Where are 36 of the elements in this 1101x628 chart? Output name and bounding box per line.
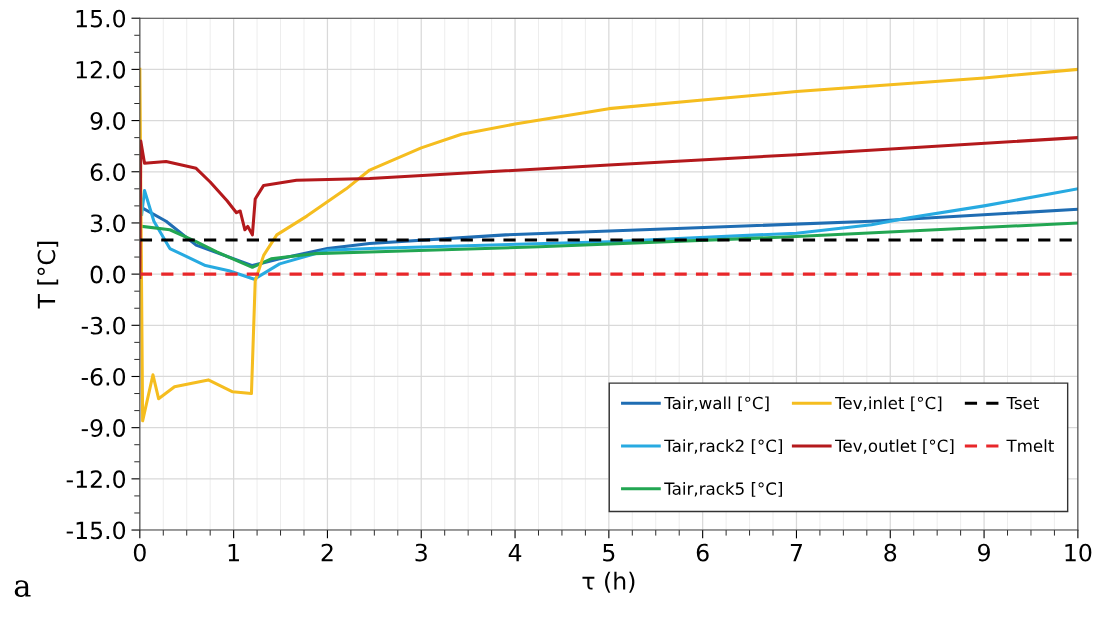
y-tick-label: 12.0: [76, 60, 126, 79]
x-tick-label: 5: [603, 543, 615, 562]
x-tick-label: 1: [228, 543, 239, 562]
y-tick-label: 9.0: [90, 112, 126, 130]
y-tick-label: -3.0: [81, 316, 126, 335]
y-tick-label: -15.0: [66, 521, 126, 540]
y-tick-label: -12.0: [66, 470, 126, 489]
y-tick-label: 0.0: [90, 265, 126, 284]
x-tick-label: 10: [1065, 543, 1092, 562]
line-series: [140, 221, 1078, 269]
line-series: [140, 187, 1078, 281]
y-tick-label: 6.0: [90, 163, 126, 182]
line-series: [139, 136, 1078, 280]
text: a: [14, 580, 31, 597]
x-tick-label: 6: [696, 543, 709, 562]
legend-label: Tev,outlet [°C]: [835, 439, 954, 455]
x-axis-title: τ (h): [582, 571, 635, 593]
y-tick-label: 15.0: [76, 9, 126, 28]
y-tick-label: -9.0: [81, 419, 126, 437]
line-series: [139, 67, 1078, 423]
x-tick-label: 2: [321, 543, 333, 562]
legend-label: Tmelt: [1006, 439, 1054, 453]
legend-label: Tset: [1006, 396, 1040, 410]
y-tick-label: 3.0: [90, 214, 126, 233]
legend-label: Tair,wall [°C]: [664, 396, 769, 412]
x-tick-label: 4: [508, 543, 522, 562]
x-tick-label: 3: [415, 543, 427, 562]
y-axis-title: T [°C]: [37, 241, 59, 309]
x-tick-label: 0: [133, 543, 146, 562]
legend-label: Tev,inlet [°C]: [835, 396, 942, 412]
x-tick-label: 7: [790, 543, 802, 562]
x-tick-label: 8: [884, 543, 897, 562]
legend-label: Tair,rack2 [°C]: [664, 439, 782, 455]
x-tick-label: 9: [978, 543, 990, 562]
y-tick-label: -6.0: [81, 367, 126, 386]
legend-label: Tair,rack5 [°C]: [664, 482, 782, 497]
